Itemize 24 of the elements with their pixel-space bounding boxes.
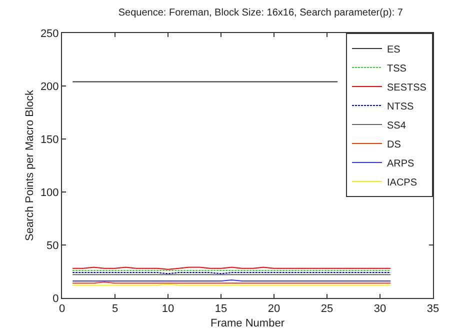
y-axis-title: Search Points per Macro Block: [24, 90, 36, 242]
y-tick-label: 0: [52, 292, 59, 305]
legend-label: DS: [387, 139, 402, 150]
x-axis-title: Frame Number: [210, 317, 285, 330]
y-tick-label: 200: [40, 80, 59, 93]
x-tick-label: 25: [320, 303, 334, 316]
x-tick-label: 20: [268, 303, 280, 316]
legend-label: TSS: [387, 63, 407, 74]
y-tick-label: 100: [40, 186, 59, 199]
legend-label: SS4: [387, 120, 406, 132]
legend-label: ARPS: [387, 158, 415, 170]
chart-title: Sequence: Foreman, Block Size: 16x16, Search parameter(p): 7: [118, 7, 404, 18]
y-tick-label: 150: [40, 134, 59, 146]
y-tick-label: 50: [46, 240, 59, 252]
legend-label: ES: [387, 44, 401, 56]
x-tick-label: 30: [374, 303, 386, 316]
legend-label: SESTSS: [387, 82, 427, 94]
x-tick-label: 5: [112, 303, 118, 316]
x-tick-label: 35: [426, 303, 440, 316]
x-tick-label: 10: [162, 303, 174, 316]
legend-label: NTSS: [387, 101, 414, 112]
y-tick-label: 250: [40, 28, 59, 40]
x-tick-label: 15: [214, 303, 228, 316]
legend-label: IACPS: [387, 177, 418, 188]
